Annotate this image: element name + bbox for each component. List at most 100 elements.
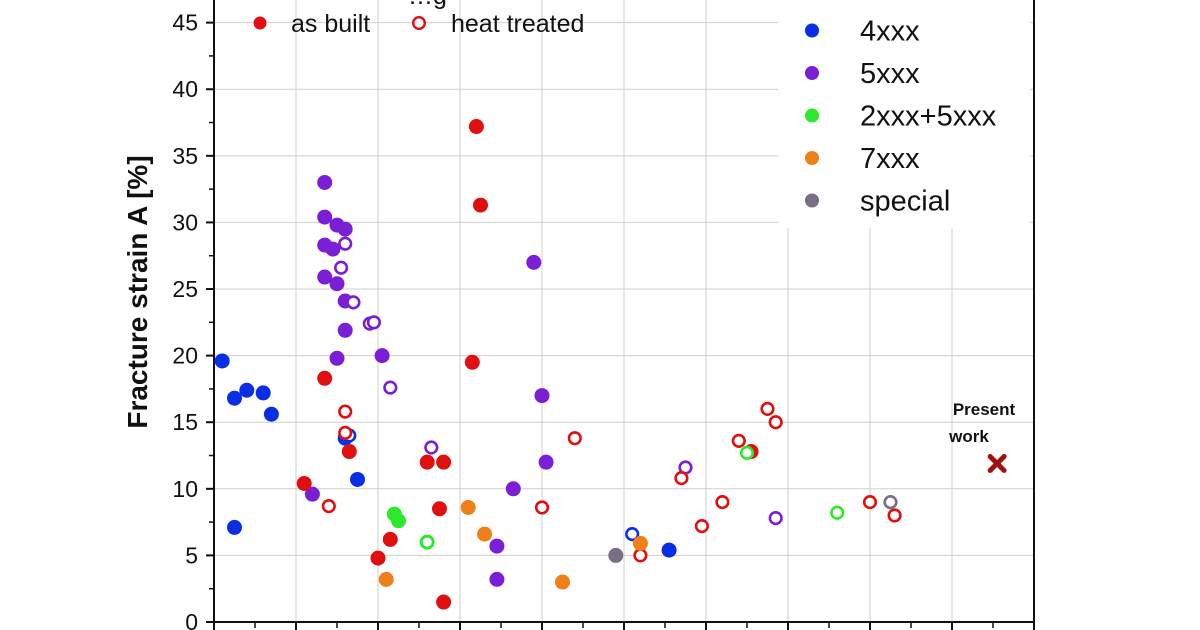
y-tick-label: 15 xyxy=(172,409,198,435)
data-point-2xxx xyxy=(338,404,353,419)
y-tick-label: 10 xyxy=(172,476,198,502)
y-tick-label: 20 xyxy=(172,343,198,369)
data-point-2xxx xyxy=(468,119,484,135)
data-point-2xxx xyxy=(760,401,775,416)
data-point-4xxx xyxy=(350,471,365,487)
data-point-2xxx xyxy=(341,444,357,460)
data-point-2xxx xyxy=(338,425,353,440)
data-point-2xxx-5xxx xyxy=(420,534,435,550)
grid xyxy=(214,0,1035,622)
data-point-5xxx xyxy=(329,350,345,366)
data-point-5xxx xyxy=(538,454,554,470)
data-point-2xxx xyxy=(862,495,878,510)
data-point-4xxx xyxy=(661,542,677,558)
data-point-5xxx xyxy=(338,236,353,251)
legend-label-2xxx-5xxx: 2xxx+5xxx xyxy=(860,101,997,133)
data-point-2xxx xyxy=(534,500,550,515)
data-point-5xxx xyxy=(489,571,505,587)
data-point-4xxx xyxy=(227,390,242,406)
legend-marker-special xyxy=(805,193,819,208)
data-point-special xyxy=(883,495,898,510)
data-point-2xxx xyxy=(382,531,398,547)
data-point-2xxx xyxy=(321,499,336,514)
data-point-2xxx-5xxx xyxy=(391,513,406,529)
data-point-5xxx xyxy=(366,315,382,330)
data-point-7xxx xyxy=(378,571,394,587)
data-point-5xxx xyxy=(334,260,349,275)
legend-label-special: special xyxy=(860,186,950,218)
data-point-2xxx xyxy=(674,471,689,486)
data-point-special xyxy=(608,547,624,563)
data-point-7xxx xyxy=(555,574,570,590)
data-point-2xxx-5xxx xyxy=(739,445,755,460)
data-point-5xxx xyxy=(317,174,333,190)
data-point-4xxx xyxy=(255,385,271,401)
data-points xyxy=(214,119,1007,610)
data-point-5xxx xyxy=(505,481,521,497)
data-point-2xxx xyxy=(567,431,582,446)
y-axis-label: Fracture strain A [%] xyxy=(122,155,153,428)
data-point-5xxx xyxy=(337,221,353,237)
y-tick-label: 45 xyxy=(172,10,198,36)
top-legend-label-as-built: as built xyxy=(291,10,370,38)
data-point-4xxx xyxy=(263,406,279,422)
data-point-4xxx xyxy=(625,526,640,542)
data-point-2xxx xyxy=(694,519,710,534)
legend-label-5xxx: 5xxx xyxy=(860,58,920,90)
data-point-7xxx xyxy=(632,535,648,551)
data-point-2xxx xyxy=(436,594,452,610)
top-legend-filled-marker xyxy=(253,16,267,30)
y-tick-label: 30 xyxy=(172,209,198,235)
data-point-2xxx xyxy=(432,501,447,517)
y-tick-label: 25 xyxy=(172,276,198,302)
data-point-5xxx xyxy=(489,538,505,554)
data-point-5xxx xyxy=(329,276,345,292)
data-point-7xxx xyxy=(460,499,476,515)
legend-marker-5xxx xyxy=(805,66,819,80)
legend-marker-7xxx xyxy=(805,151,819,165)
annotation-line1: Present xyxy=(953,400,1016,419)
data-point-2xxx xyxy=(464,354,480,370)
y-tick-label: 0 xyxy=(185,609,198,630)
present-work-annotation: Present work xyxy=(948,400,1015,446)
data-point-2xxx xyxy=(296,475,312,491)
y-tick-label: 5 xyxy=(185,542,198,568)
data-point-2xxx xyxy=(419,454,435,470)
data-point-2xxx xyxy=(768,415,783,430)
data-point-2xxx xyxy=(473,197,488,213)
data-point-2xxx xyxy=(633,548,648,563)
data-point-2xxx xyxy=(731,433,746,448)
legend-label-7xxx: 7xxx xyxy=(860,143,920,175)
data-point-5xxx xyxy=(424,440,439,455)
legend: 2xxx 4xxx 5xxx 2xxx+5xxx 7xxx special xyxy=(778,0,1030,228)
data-point-5xxx xyxy=(526,254,542,270)
data-point-5xxx xyxy=(383,380,398,395)
data-point-4xxx xyxy=(239,382,255,398)
data-point-2xxx xyxy=(370,550,386,566)
data-point-5xxx xyxy=(534,388,550,404)
legend-marker-2xxx-5xxx xyxy=(805,108,819,123)
data-point-2xxx-5xxx xyxy=(830,505,845,520)
data-point-5xxx xyxy=(768,511,783,526)
data-point-2xxx xyxy=(317,370,333,386)
y-tick-label: 40 xyxy=(172,76,198,102)
legend-background xyxy=(778,0,1030,228)
top-legend-open-marker xyxy=(412,16,427,31)
top-legend-partial-label: …g xyxy=(408,0,447,10)
data-point-2xxx xyxy=(887,508,902,523)
legend-label-2xxx: 2xxx xyxy=(860,0,920,5)
legend-marker-4xxx xyxy=(805,23,819,38)
data-point-7xxx xyxy=(477,526,493,542)
data-point-2xxx xyxy=(436,454,452,470)
data-point-4xxx xyxy=(214,353,230,369)
data-point-5xxx xyxy=(374,348,390,364)
present-work-marker xyxy=(987,454,1007,474)
data-point-5xxx xyxy=(317,209,333,225)
present-work-marker-stroke xyxy=(987,454,1007,474)
legend-label-4xxx: 4xxx xyxy=(860,16,920,48)
y-tick-label: 35 xyxy=(172,143,198,169)
data-point-4xxx xyxy=(227,519,242,535)
axes: 0 5 10 15 20 25 30 35 40 45 xyxy=(172,0,1035,630)
data-point-5xxx xyxy=(337,322,353,338)
